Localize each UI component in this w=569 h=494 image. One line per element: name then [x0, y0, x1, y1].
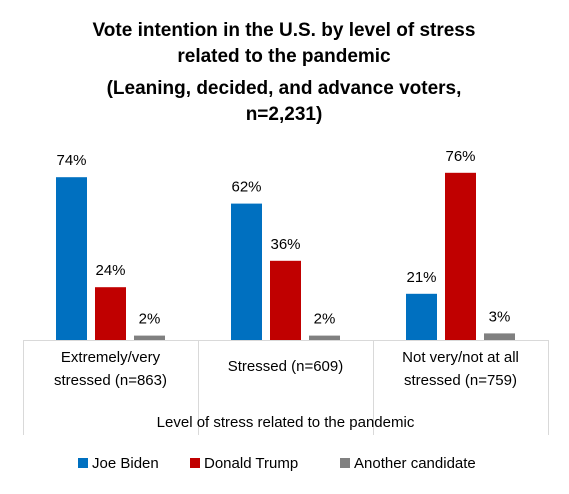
chart-title-line: related to the pandemic: [177, 46, 391, 67]
data-label: 76%: [445, 148, 475, 165]
bars-group: [56, 172, 515, 340]
chart-title-line: (Leaning, decided, and advance voters,: [107, 78, 462, 99]
bar: [406, 293, 437, 340]
bar: [270, 260, 301, 340]
legend-label: Joe Biden: [92, 455, 159, 472]
bar: [484, 333, 515, 340]
chart-title-line: n=2,231): [246, 104, 323, 125]
category-label: stressed (n=863): [54, 372, 167, 389]
bar: [445, 172, 476, 340]
category-labels-group: Extremely/very stressed (n=863) Stressed (…: [54, 349, 519, 389]
data-label: 24%: [95, 262, 125, 279]
bar: [309, 335, 340, 340]
chart-title-line: Vote intention in the U.S. by level of s…: [93, 20, 476, 41]
category-label: Not very/not at all: [402, 349, 519, 366]
bar: [95, 287, 126, 340]
data-label: 36%: [270, 236, 300, 253]
data-label: 21%: [406, 269, 436, 286]
bar: [56, 177, 87, 340]
bar: [134, 335, 165, 340]
legend-swatch: [78, 458, 88, 468]
value-labels-group: 74% 24% 2% 62% 36% 2% 21% 76% 3%: [56, 148, 510, 328]
data-label: 3%: [489, 308, 511, 325]
category-axis: [23, 340, 549, 435]
category-label: stressed (n=759): [404, 372, 517, 389]
category-label: Extremely/very: [61, 349, 161, 366]
data-label: 2%: [139, 311, 161, 328]
data-label: 62%: [231, 179, 261, 196]
data-label: 74%: [56, 152, 86, 169]
chart-title: Vote intention in the U.S. by level of s…: [93, 20, 476, 125]
legend-label: Donald Trump: [204, 455, 298, 472]
bar: [231, 203, 262, 340]
legend-swatch: [340, 458, 350, 468]
data-label: 2%: [314, 311, 336, 328]
legend-swatch: [190, 458, 200, 468]
category-label: Stressed (n=609): [228, 358, 343, 375]
x-axis-title: Level of stress related to the pandemic: [157, 414, 415, 431]
legend-label: Another candidate: [354, 455, 476, 472]
legend: Joe Biden Donald Trump Another candidate: [78, 455, 476, 472]
